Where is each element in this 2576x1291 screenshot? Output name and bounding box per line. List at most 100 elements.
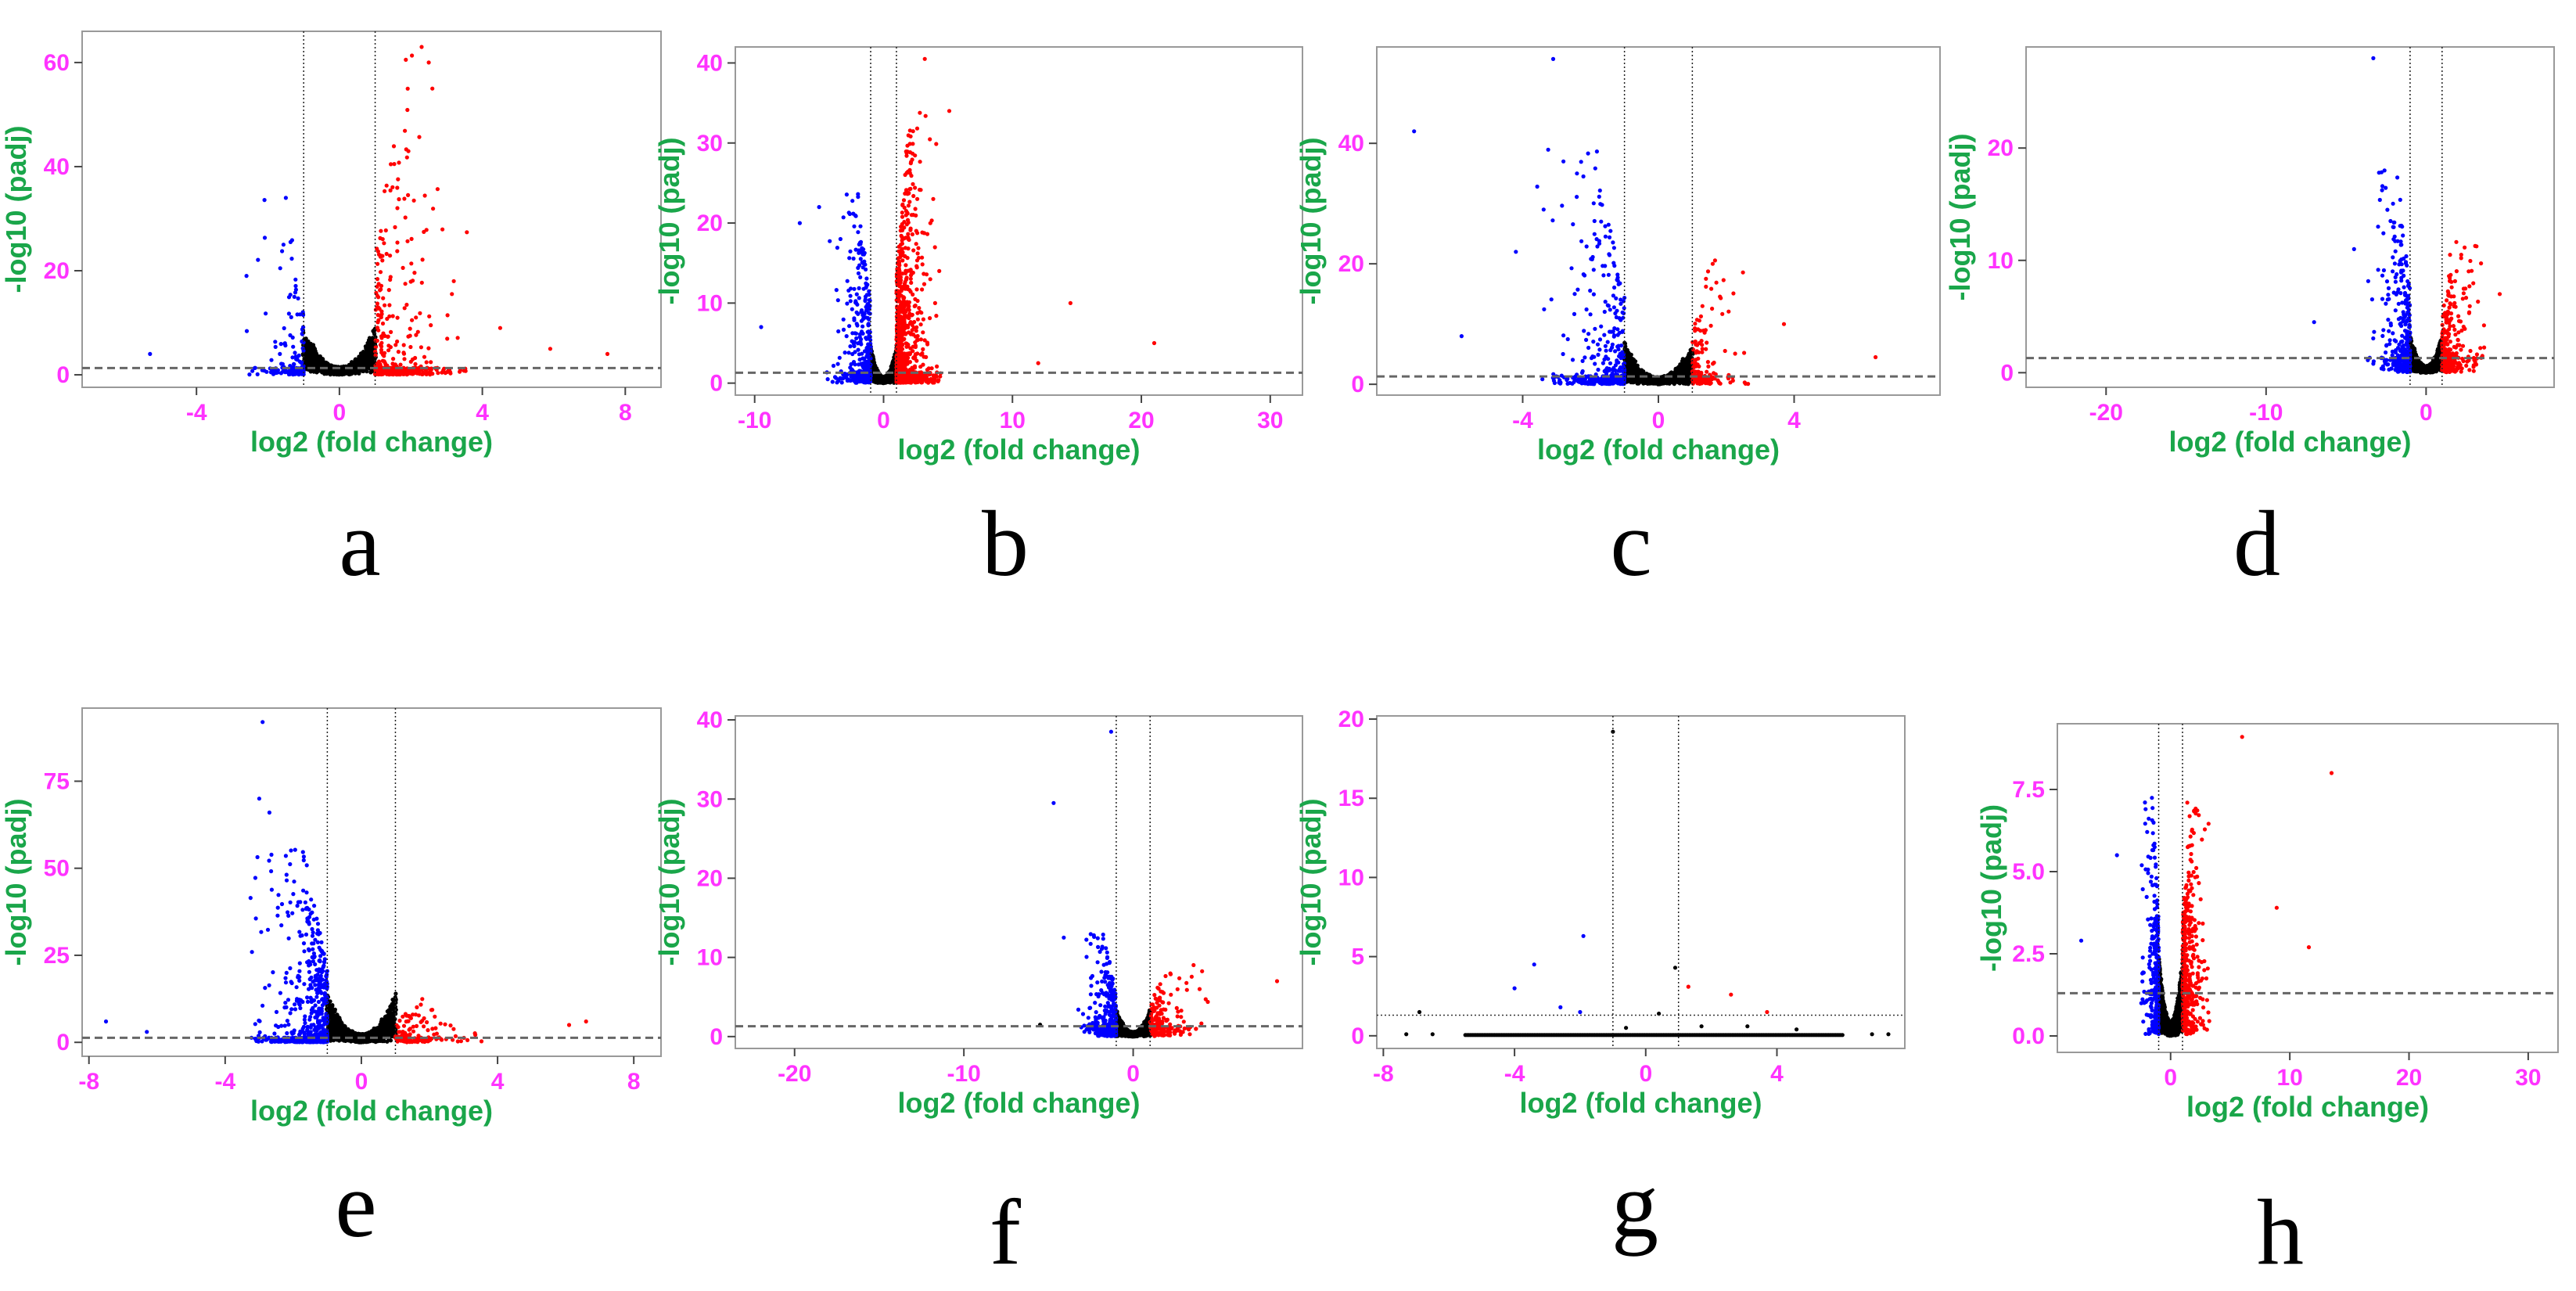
point-up xyxy=(909,160,914,164)
point-down xyxy=(282,325,286,331)
point-up xyxy=(912,304,917,308)
point-up xyxy=(405,239,410,243)
point-up xyxy=(932,300,937,305)
point-up xyxy=(906,203,911,208)
point-up xyxy=(404,155,409,160)
point-ns xyxy=(308,348,313,354)
point-up xyxy=(401,351,406,355)
points-c xyxy=(1412,56,1878,387)
point-up xyxy=(906,323,911,329)
y-axis-title: -log10 (padj) xyxy=(653,138,685,305)
panel-letter: a xyxy=(339,491,380,595)
point-down xyxy=(866,329,871,334)
point-up xyxy=(418,311,422,315)
point-ns xyxy=(889,379,893,384)
point-up xyxy=(907,307,911,312)
point-down xyxy=(273,344,278,349)
point-up xyxy=(911,292,915,297)
point-up xyxy=(405,372,411,376)
point-up xyxy=(426,346,431,351)
point-down xyxy=(296,296,300,300)
point-ns xyxy=(368,351,372,355)
point-up xyxy=(376,295,381,300)
point-down xyxy=(256,257,260,262)
point-up xyxy=(918,352,923,357)
point-down xyxy=(853,331,859,336)
point-down xyxy=(830,379,835,384)
point-up xyxy=(904,153,909,158)
point-up xyxy=(412,271,417,275)
point-up xyxy=(426,60,431,65)
point-ns xyxy=(337,370,343,375)
point-down xyxy=(262,198,267,203)
point-down xyxy=(275,370,280,375)
point-down xyxy=(278,266,282,271)
point-up xyxy=(908,320,913,325)
point-down xyxy=(848,344,853,349)
point-down xyxy=(839,376,843,381)
point-up xyxy=(415,370,419,375)
point-up xyxy=(911,182,915,186)
point-up xyxy=(928,316,932,321)
point-up xyxy=(375,325,380,330)
point-up xyxy=(450,292,454,297)
point-down xyxy=(841,327,846,332)
point-up xyxy=(406,192,411,197)
point-up xyxy=(914,258,920,263)
point-down xyxy=(853,362,857,367)
point-up xyxy=(904,344,909,349)
point-up xyxy=(431,207,436,211)
point-down xyxy=(835,380,839,385)
point-ns xyxy=(314,365,320,370)
point-down xyxy=(858,239,864,244)
point-up xyxy=(378,254,383,259)
point-down xyxy=(281,243,286,247)
point-down xyxy=(847,324,852,329)
point-up xyxy=(902,254,907,258)
point-up xyxy=(921,362,925,367)
y-tick-label: 10 xyxy=(697,290,723,316)
point-up xyxy=(904,213,908,218)
point-up xyxy=(375,320,380,325)
point-down xyxy=(859,310,864,315)
point-ns xyxy=(308,360,313,365)
point-up xyxy=(917,306,922,311)
point-up xyxy=(911,325,916,330)
point-down xyxy=(290,335,295,340)
point-down xyxy=(854,292,859,297)
point-up xyxy=(900,300,904,305)
point-up xyxy=(922,56,927,61)
x-tick-label: 8 xyxy=(619,400,632,426)
point-down xyxy=(834,288,839,293)
point-down xyxy=(866,376,871,381)
point-up xyxy=(932,374,936,379)
point-up xyxy=(399,369,404,374)
point-up xyxy=(904,332,908,336)
point-down xyxy=(836,329,841,334)
point-down xyxy=(283,196,288,200)
point-down xyxy=(864,354,869,359)
point-up xyxy=(402,196,407,201)
point-up xyxy=(900,214,905,219)
y-tick-label: 20 xyxy=(44,258,70,284)
point-ns xyxy=(312,347,317,352)
point-up xyxy=(907,311,912,316)
point-up xyxy=(907,167,912,172)
point-down xyxy=(858,275,863,279)
point-up xyxy=(908,331,914,336)
point-down xyxy=(250,369,255,373)
point-up xyxy=(410,53,415,58)
point-down xyxy=(863,297,868,302)
point-down xyxy=(841,215,846,220)
point-ns xyxy=(320,360,325,365)
point-up xyxy=(419,345,424,350)
points-b xyxy=(759,56,1157,386)
x-axis-title: log2 (fold change) xyxy=(250,426,493,458)
point-up xyxy=(914,287,919,292)
point-up xyxy=(895,336,900,341)
point-down xyxy=(848,286,853,291)
point-up xyxy=(455,336,460,340)
point-up xyxy=(397,160,401,165)
point-down xyxy=(843,372,848,377)
point-up xyxy=(938,374,943,379)
